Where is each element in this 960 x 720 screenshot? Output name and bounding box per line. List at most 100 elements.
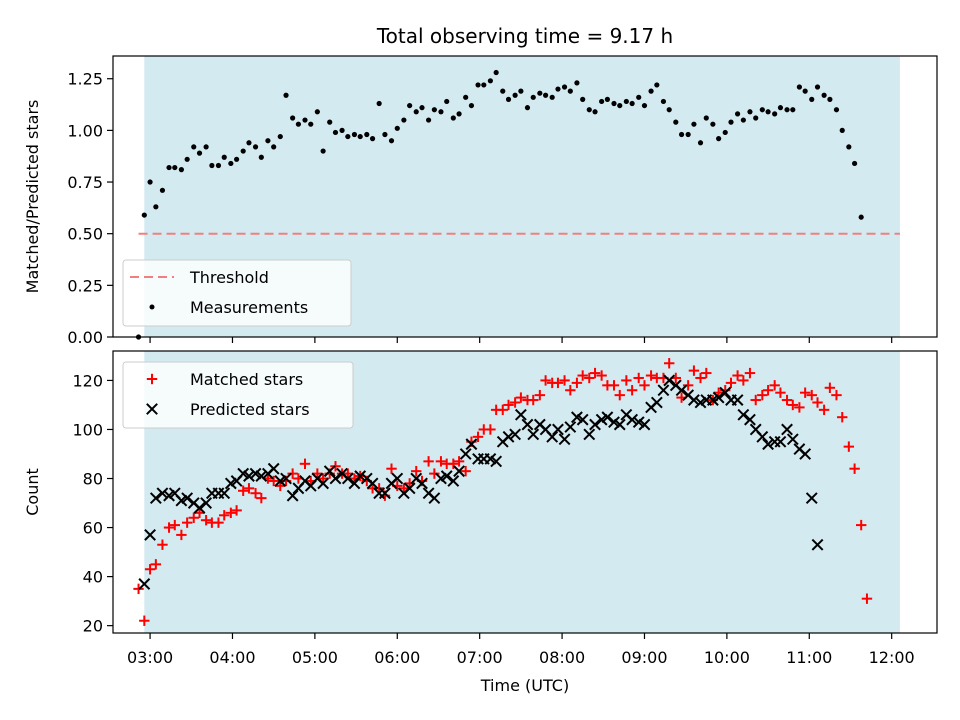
bottom-panel: 20 40 60 80 100 120 03:00 04:00 05:00 06:00 07:00… (23, 350, 938, 695)
measurements-point (549, 94, 555, 100)
measurements-point (369, 136, 376, 142)
matched-stars-point (621, 375, 632, 386)
measurements-point (271, 144, 277, 150)
predicted-stars-point (193, 502, 206, 514)
measurements-point (697, 140, 704, 146)
predicted-stars-point-b (422, 487, 435, 500)
predicted-stars-point (521, 418, 534, 431)
predicted-stars-point (453, 465, 465, 478)
predicted-stars-point (366, 477, 379, 490)
predicted-stars-point (317, 477, 330, 490)
predicted-stars-point (243, 470, 255, 482)
matched-stars-point (633, 372, 644, 384)
measurements-point (481, 82, 487, 88)
matched-stars-point (275, 480, 286, 492)
matched-stars-point (448, 458, 459, 469)
measurements-point (858, 214, 864, 220)
matched-stars-point (225, 507, 237, 519)
predicted-stars-point-b (509, 428, 522, 441)
predicted-legend-label: Predicted stars (190, 400, 310, 419)
matched-stars-point (144, 564, 156, 575)
measurements-point (734, 111, 741, 117)
measurements-point (468, 102, 475, 109)
matched-stars-point (453, 456, 465, 467)
predicted-stars-point (589, 418, 601, 431)
predicted-legend-marker-b (146, 403, 158, 415)
measurements-legend-label: Measurements (190, 298, 308, 317)
measurements-point (636, 94, 642, 100)
measurements-point (691, 121, 697, 127)
matched-stars-point (824, 382, 836, 393)
chart-title: Total observing time = 9.17 h (376, 24, 673, 48)
predicted-stars-point-b (490, 455, 503, 468)
predicted-stars-point-b (613, 418, 626, 431)
predicted-stars-point-b (237, 467, 250, 480)
matched-stars-point (139, 615, 150, 626)
matched-stars-point (398, 483, 410, 494)
bottom-axes-frame (112, 350, 938, 634)
predicted-stars-point (354, 470, 367, 482)
measurements-point (537, 90, 543, 96)
measurements-point (444, 98, 450, 105)
predicted-stars-point-b (366, 477, 379, 490)
measurements-point (203, 144, 209, 150)
measurements-point (240, 148, 246, 154)
measurements-point (846, 144, 852, 150)
x-tick-label: 04:00 (209, 648, 255, 667)
measurements-point (685, 131, 691, 138)
measurements-point (351, 131, 358, 138)
top-y-tick-label: 1.00 (67, 121, 103, 140)
measurements-point (722, 129, 728, 136)
predicted-stars-point-b (336, 467, 348, 480)
bottom-x-ticks: 03:00 04:00 05:00 06:00 07:00 08:00 09:00 10:00… (127, 633, 915, 667)
measurements-point (295, 121, 301, 127)
measurements-point (772, 111, 778, 117)
predicted-stars-point-b (360, 472, 373, 485)
predicted-stars-point-b (181, 492, 194, 505)
measurements-point (147, 179, 153, 185)
x-tick-label: 12:00 (869, 648, 915, 667)
predicted-stars-point-b (805, 492, 818, 505)
measurements-point (796, 84, 802, 90)
matched-stars-point (169, 519, 180, 531)
measurements-point (833, 107, 840, 113)
matched-stars-point (725, 377, 737, 389)
predicted-stars-point (650, 396, 663, 409)
measurements-point (141, 212, 147, 218)
top-y-tick-label: 0.75 (67, 173, 103, 192)
predicted-stars-point-b (564, 421, 577, 433)
x-tick-label: 08:00 (539, 648, 585, 667)
matched-stars-point (837, 412, 848, 423)
predicted-stars-point-b (391, 472, 404, 485)
measurements-point (555, 86, 561, 92)
matched-stars-point (243, 483, 255, 494)
matched-stars-point (565, 385, 576, 396)
top-y-tick-label: 0.50 (67, 225, 103, 244)
measurements-point (456, 111, 462, 117)
matched-stars-point (639, 380, 650, 391)
measurements-point (561, 84, 568, 90)
matched-stars-point (664, 358, 675, 369)
measurements-point (530, 94, 536, 100)
predicted-stars-point-b (657, 384, 670, 397)
matched-legend-label: Matched stars (190, 370, 303, 389)
bot-y-tick-label: 20 (83, 617, 103, 636)
bottom-y-axis-label: Count (23, 468, 42, 516)
predicted-stars-point-b (521, 418, 534, 431)
matched-stars-point (781, 394, 793, 406)
measurements-point (617, 102, 623, 109)
bottom-legend-box (122, 361, 354, 429)
top-panel: 0.00 0.25 0.50 0.75 1.00 1.25 Matched/Predict… (23, 55, 938, 347)
predicted-stars-point (576, 413, 589, 426)
predicted-stars-point-b (786, 433, 799, 446)
predicted-stars-point-b (749, 423, 762, 436)
measurements-point (234, 156, 240, 162)
measurements-point (648, 88, 654, 94)
matched-stars-point (701, 367, 712, 379)
measurements-point (314, 109, 320, 115)
predicted-stars-point-b (712, 391, 725, 404)
bottom-legend: Matched stars Predicted stars (122, 361, 354, 429)
predicted-stars-point (465, 438, 478, 451)
predicted-stars-point (459, 448, 472, 460)
matched-stars-point (231, 505, 242, 516)
